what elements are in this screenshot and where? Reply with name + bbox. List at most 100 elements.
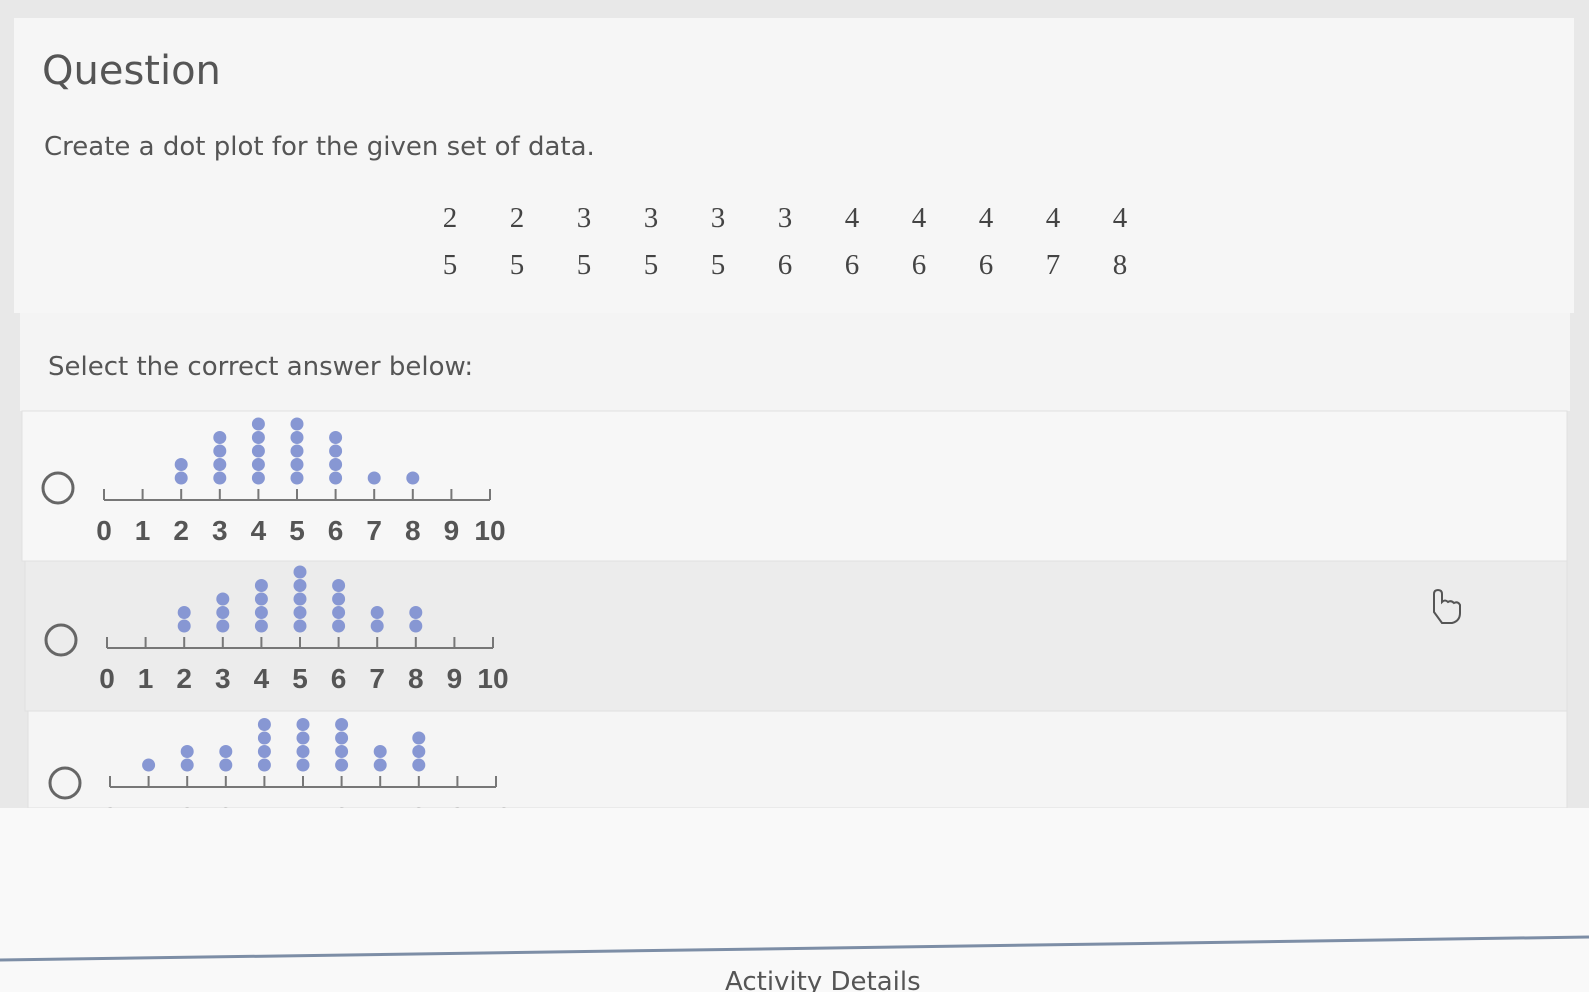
tick-label: 2: [179, 802, 195, 833]
tick-label: 3: [218, 802, 234, 833]
dot: [332, 579, 346, 592]
cursor: [1433, 588, 1461, 624]
dot: [296, 718, 310, 731]
dot: [370, 606, 384, 619]
dot: [293, 619, 307, 633]
table-cell: 3: [778, 202, 793, 234]
tick-label: 6: [334, 802, 350, 833]
dot: [216, 592, 230, 606]
table-cell: 8: [1113, 249, 1128, 281]
dot: [296, 731, 310, 745]
table-cell: 6: [979, 249, 994, 281]
dot: [180, 758, 194, 772]
prompt: Create a dot plot for the given set of d…: [44, 132, 595, 162]
dot: [174, 458, 188, 471]
table-cell: 3: [577, 202, 592, 234]
table-cell: 2: [510, 202, 525, 234]
dot: [329, 471, 343, 485]
dot: [290, 444, 304, 458]
table-cell: 2: [443, 202, 458, 234]
dot: [251, 444, 265, 458]
table-cell: 4: [979, 202, 994, 234]
dot: [254, 592, 268, 606]
tick-label: 6: [328, 515, 344, 546]
dot: [293, 592, 307, 606]
tick-label: 4: [257, 802, 273, 833]
dot: [409, 619, 423, 633]
tick-label: 0: [99, 663, 115, 694]
dot: [367, 471, 381, 485]
dot: [177, 619, 191, 633]
dot: [142, 758, 156, 772]
dot: [216, 606, 230, 619]
options: 012345678910012345678910012345678910: [41, 417, 512, 833]
dot: [257, 745, 271, 758]
table-cell: 5: [443, 249, 458, 281]
tick-label: 8: [408, 663, 424, 694]
dot: [293, 565, 307, 579]
table-cell: 4: [912, 202, 927, 234]
dot: [213, 471, 227, 485]
dot: [335, 731, 349, 745]
dot: [174, 471, 188, 485]
table-cell: 6: [912, 249, 927, 281]
tick-label: 10: [477, 663, 508, 694]
table-cell: 5: [644, 249, 659, 281]
radio-button[interactable]: [41, 471, 75, 505]
dot: [251, 458, 265, 471]
tick-label: 2: [176, 663, 192, 694]
tick-label: 10: [474, 515, 505, 546]
dot: [332, 606, 346, 619]
dot: [409, 606, 423, 619]
dot: [293, 579, 307, 592]
table-cell: 5: [577, 249, 592, 281]
dot: [406, 471, 420, 485]
question-panel: [14, 18, 1574, 313]
footer-rule: [0, 935, 1589, 962]
dot: [370, 619, 384, 633]
option-row[interactable]: [21, 410, 1568, 562]
table-cell: 4: [1046, 202, 1061, 234]
dot: [335, 758, 349, 772]
dot: [412, 758, 426, 772]
dot: [412, 745, 426, 758]
option-row[interactable]: [24, 560, 1568, 712]
dot: [335, 745, 349, 758]
dot: [335, 718, 349, 731]
dot: [290, 431, 304, 444]
tick-label: 9: [444, 515, 460, 546]
tick-label: 2: [173, 515, 189, 546]
table-cell: 6: [778, 249, 793, 281]
option-row[interactable]: [27, 710, 1568, 809]
dot: [290, 471, 304, 485]
dot: [254, 579, 268, 592]
tick-label: 0: [102, 802, 118, 833]
dot: [251, 417, 265, 431]
dot: [373, 745, 387, 758]
tick-label: 4: [254, 663, 270, 694]
table-cell: 5: [711, 249, 726, 281]
table-cell: 3: [711, 202, 726, 234]
tick-label: 7: [369, 663, 385, 694]
dot: [254, 606, 268, 619]
tick-label: 1: [135, 515, 151, 546]
dot: [213, 444, 227, 458]
dot: [296, 758, 310, 772]
tick-label: 7: [372, 802, 388, 833]
tick-label: 5: [295, 802, 311, 833]
radio-button[interactable]: [48, 766, 82, 800]
tick-label: 7: [366, 515, 382, 546]
radio-button[interactable]: [44, 623, 78, 657]
dot: [296, 745, 310, 758]
dot: [254, 619, 268, 633]
dot: [251, 431, 265, 444]
table-cell: 4: [1113, 202, 1128, 234]
dot: [180, 745, 194, 758]
table-cell: 4: [845, 202, 860, 234]
dot: [329, 458, 343, 471]
tick-label: 8: [405, 515, 421, 546]
